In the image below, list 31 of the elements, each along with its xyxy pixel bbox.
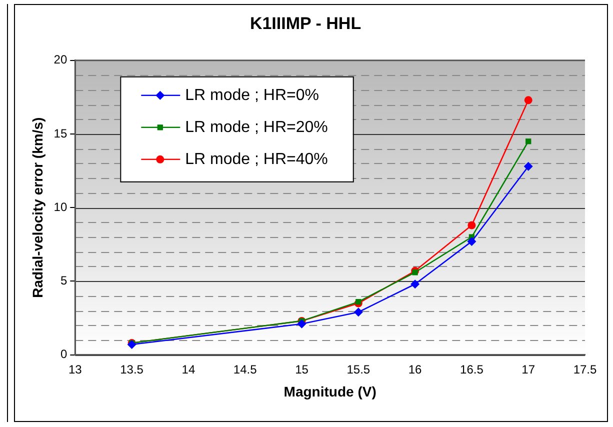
y-tick-label: 15 bbox=[54, 126, 68, 140]
x-tick-label: 13.5 bbox=[120, 362, 144, 376]
point bbox=[412, 270, 418, 276]
x-tick-label: 14 bbox=[182, 362, 196, 376]
y-tick-label: 10 bbox=[54, 200, 68, 214]
point bbox=[524, 96, 532, 104]
y-tick-label: 5 bbox=[60, 274, 68, 288]
point bbox=[468, 221, 476, 230]
x-axis-title: Magnitude (V) bbox=[284, 383, 376, 400]
point bbox=[524, 162, 533, 171]
point bbox=[356, 298, 362, 305]
legend-label: LR mode ; HR=20% bbox=[185, 118, 328, 136]
x-tick-label: 13 bbox=[68, 362, 82, 376]
chart-title: K1IIIMP - HHL bbox=[250, 14, 362, 33]
y-axis-title: Radial-velocity error (km/s) bbox=[29, 117, 46, 298]
x-tick-label: 16 bbox=[408, 362, 422, 376]
x-tick-label: 16.5 bbox=[460, 362, 484, 376]
x-tick-label: 15.5 bbox=[346, 362, 370, 376]
x-tick-label: 14.5 bbox=[233, 362, 258, 376]
y-tick-label: 0 bbox=[60, 347, 68, 362]
x-tick-label: 17 bbox=[522, 362, 536, 376]
point bbox=[526, 138, 532, 144]
legend-label: LR mode ; HR=0% bbox=[185, 86, 319, 104]
x-tick-label: 15 bbox=[295, 362, 309, 376]
point bbox=[410, 280, 420, 289]
point bbox=[467, 236, 476, 246]
point bbox=[297, 319, 306, 328]
legend-label: LR mode ; HR=40% bbox=[185, 150, 328, 168]
point bbox=[354, 308, 363, 317]
y-tick-label: 20 bbox=[54, 52, 68, 67]
x-tick-label: 17.5 bbox=[573, 362, 597, 376]
